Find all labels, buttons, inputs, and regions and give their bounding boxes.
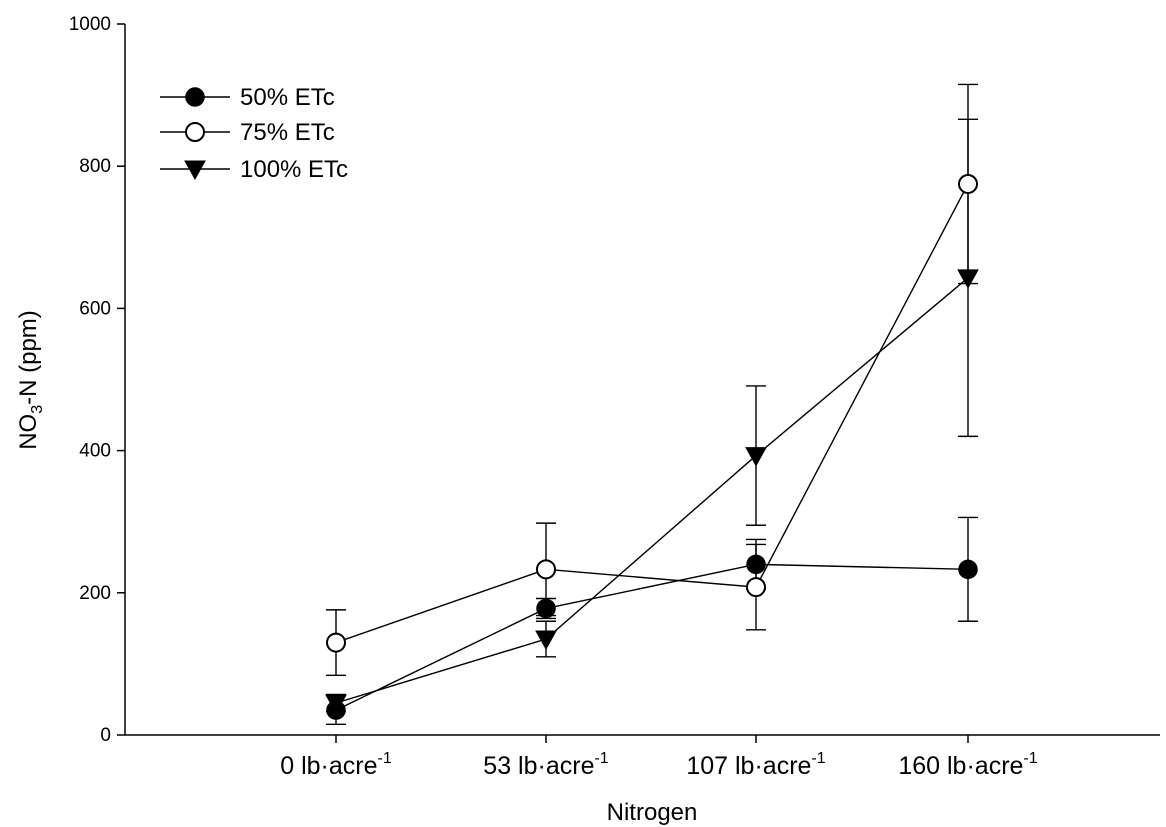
x-tick-label-text: 53 lb·acre xyxy=(483,752,594,780)
x-tick-label-sup: -1 xyxy=(378,750,392,767)
x-tick-label-sup: -1 xyxy=(594,750,608,767)
x-tick-label: 160 lb·acre-1 xyxy=(898,750,1037,780)
y-ticks: 0 200 400 600 800 1000 xyxy=(69,14,125,746)
data-point-50-etc xyxy=(958,559,978,580)
x-tick-label: 107 lb·acre-1 xyxy=(686,750,825,780)
data-point-75-etc xyxy=(536,559,556,580)
x-tick-label-text: 0 lb·acre xyxy=(280,752,377,780)
series-markers xyxy=(325,173,979,720)
x-tick-label-text: 160 lb·acre xyxy=(898,752,1023,780)
legend-marker-100-etc xyxy=(184,160,206,181)
y-axis-title-prefix: NO xyxy=(15,414,42,450)
legend-marker-75-etc xyxy=(185,122,205,142)
series-line-50-etc xyxy=(335,563,969,711)
x-axis-title: Nitrogen xyxy=(607,799,698,826)
y-tick-label: 1000 xyxy=(69,14,111,35)
legend-label-75-etc: 75% ETc xyxy=(240,119,335,146)
y-axis-title-suffix: -N (ppm) xyxy=(15,310,42,405)
error-bars xyxy=(326,83,978,726)
y-tick-label: 600 xyxy=(79,298,111,319)
data-point-100-etc xyxy=(745,447,767,467)
x-tick-label: 0 lb·acre-1 xyxy=(280,750,392,780)
x-tick-label-sup: -1 xyxy=(1023,750,1037,767)
data-point-100-etc xyxy=(325,694,347,715)
data-point-50-etc xyxy=(536,598,556,619)
legend-label-50-etc: 50% ETc xyxy=(240,84,335,111)
x-ticks: 0 lb·acre-1 53 lb·acre-1 107 lb·acre-1 160 … xyxy=(280,735,1038,780)
legend-label-100-etc: 100% ETc xyxy=(240,156,348,183)
x-tick-label-sup: -1 xyxy=(811,750,825,767)
legend: 50% ETc 75% ETc 100% ETc xyxy=(160,84,348,183)
x-tick-label-text: 107 lb·acre xyxy=(686,752,811,780)
axes xyxy=(124,24,1160,736)
y-tick-label: 0 xyxy=(100,725,111,746)
data-point-100-etc xyxy=(957,269,979,289)
y-tick-label: 400 xyxy=(79,441,111,462)
y-axis-title-sub: 3 xyxy=(29,405,46,414)
data-point-50-etc xyxy=(746,554,766,575)
y-axis-title: NO3-N (ppm) xyxy=(15,310,46,450)
y-tick-label: 200 xyxy=(79,583,111,604)
data-point-75-etc xyxy=(746,577,766,598)
data-point-75-etc xyxy=(958,173,978,194)
legend-marker-50-etc xyxy=(185,87,205,107)
series-line-75-etc xyxy=(335,183,969,644)
x-tick-label: 53 lb·acre-1 xyxy=(483,750,609,780)
data-point-75-etc xyxy=(326,632,346,653)
y-tick-label: 800 xyxy=(79,156,111,177)
series-lines xyxy=(335,183,969,711)
series-line-100-etc xyxy=(335,277,969,704)
data-point-100-etc xyxy=(535,630,557,651)
